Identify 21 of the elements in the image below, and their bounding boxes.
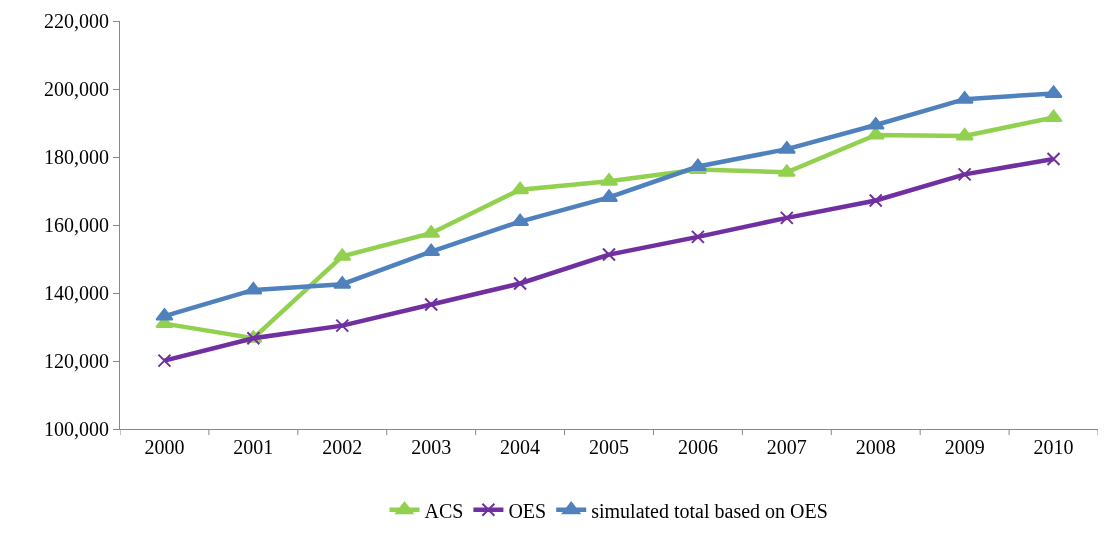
y-tick-label: 140,000 bbox=[44, 282, 109, 304]
x-tick-label: 2008 bbox=[855, 436, 896, 458]
x-tick-label: 2007 bbox=[766, 436, 807, 458]
x-tick-label: 2010 bbox=[1033, 436, 1074, 458]
legend-label: simulated total based on OES bbox=[591, 499, 828, 522]
y-tick-label: 100,000 bbox=[44, 418, 109, 440]
legend-label: ACS bbox=[424, 499, 464, 522]
x-tick-label: 2003 bbox=[411, 436, 452, 458]
x-tick-label: 2006 bbox=[677, 436, 718, 458]
x-tick-label: 2004 bbox=[500, 436, 541, 458]
x-tick-label: 2005 bbox=[589, 436, 629, 458]
x-tick-label: 2000 bbox=[144, 436, 185, 458]
y-tick-label: 220,000 bbox=[44, 10, 109, 32]
x-tick-label: 2002 bbox=[322, 436, 363, 458]
y-tick-label: 180,000 bbox=[44, 146, 109, 168]
y-tick-label: 120,000 bbox=[44, 350, 109, 372]
y-tick-label: 160,000 bbox=[44, 214, 109, 236]
x-tick-label: 2009 bbox=[944, 436, 985, 458]
y-tick-label: 200,000 bbox=[44, 78, 109, 100]
x-tick-label: 2001 bbox=[233, 436, 274, 458]
legend-label: OES bbox=[508, 499, 547, 522]
